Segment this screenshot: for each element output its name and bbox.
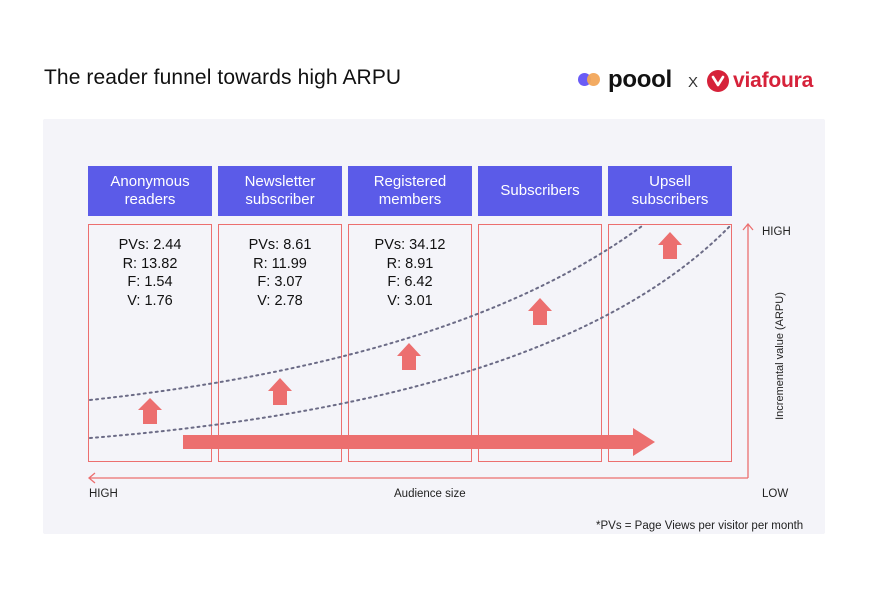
metric-f: F: 3.07 [257, 274, 303, 290]
metric-r: R: 8.91 [386, 255, 434, 272]
upper-dotted-curve [89, 225, 643, 401]
stage-header-anonymous: Anonymous readers [88, 166, 212, 216]
stage-header-newsletter: Newsletter subscriber [218, 166, 342, 216]
x-axis-low-label: LOW [762, 488, 789, 500]
stage-header-upsell: Upsell subscribers [608, 166, 732, 216]
viafoura-logo: viafoura [707, 66, 813, 96]
x-axis-arrowhead-icon [87, 472, 96, 484]
y-axis-high-label: HIGH [762, 226, 791, 238]
poool-logo: poool [578, 64, 672, 96]
stage-box-subscribers [478, 224, 602, 462]
metric-v: V: 2.78 [257, 292, 303, 309]
metric-r: R: 13.82 [122, 255, 178, 272]
footnote: *PVs = Page Views per visitor per month [596, 520, 804, 532]
poool-dots-icon [578, 72, 602, 88]
stage-box-upsell [608, 224, 732, 462]
up-arrow-icon [658, 232, 682, 259]
up-arrow-icon [138, 398, 162, 424]
metrics-newsletter: PVs: 8.61 R: 11.99 F: 3.07 V: 2.78 [218, 236, 342, 310]
stage-box-newsletter [218, 224, 342, 462]
stage-header-subscribers: Subscribers [478, 166, 602, 216]
metric-r: R: 11.99 [253, 255, 307, 272]
page-title: The reader funnel towards high ARPU [44, 66, 402, 89]
metric-v: V: 3.01 [387, 292, 433, 309]
metrics-registered: PVs: 34.12 R: 8.91 F: 6.42 V: 3.01 [348, 236, 472, 310]
metric-f: F: 1.54 [127, 274, 173, 290]
up-arrow-icon [397, 343, 421, 370]
up-arrow-icon [528, 298, 552, 325]
x-axis-high-label: HIGH [89, 488, 118, 500]
metric-pvs: PVs: 34.12 [374, 237, 446, 253]
poool-wordmark: poool [608, 66, 672, 93]
metric-pvs: PVs: 8.61 [248, 237, 312, 253]
up-arrow-icon [268, 378, 292, 405]
x-axis-title: Audience size [394, 488, 466, 500]
stage-header-registered: Registered members [348, 166, 472, 216]
viafoura-heart-icon [707, 70, 729, 92]
brand-separator: X [688, 74, 699, 91]
viafoura-wordmark: viafoura [733, 69, 814, 92]
metrics-anonymous: PVs: 2.44 R: 13.82 F: 1.54 V: 1.76 [88, 236, 212, 310]
lower-dotted-curve [89, 225, 731, 439]
y-axis-arrowhead-icon [742, 222, 754, 231]
metric-v: V: 1.76 [127, 292, 173, 309]
stage-box-registered [348, 224, 472, 462]
stage-box-anonymous [88, 224, 212, 462]
progression-arrow-icon [183, 428, 655, 456]
y-axis-title: Incremental value (ARPU) [774, 292, 786, 420]
metric-pvs: PVs: 2.44 [118, 237, 182, 253]
metric-f: F: 6.42 [387, 274, 433, 290]
